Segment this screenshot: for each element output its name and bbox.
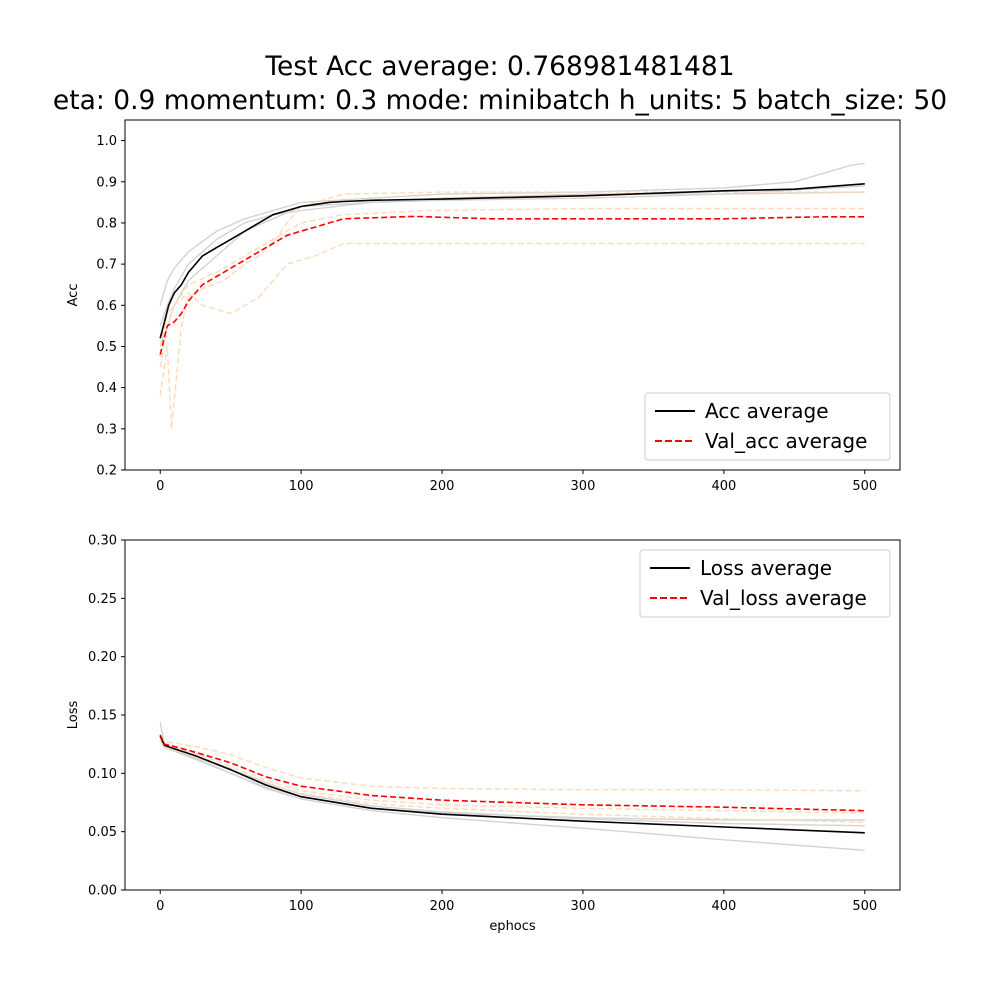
x-tick-label: 500 [852,479,877,494]
y-tick-label: 0.20 [88,650,117,665]
y-tick-label: 0.25 [88,592,117,607]
accuracy-panel: 0 100 200 300 400 500 0.2 0.3 0.4 0.5 0.6 0.7 0.8 0.9… [66,119,901,494]
legend-box [644,392,891,461]
run-line [159,721,865,851]
y-tick-label: 0.3 [96,422,117,437]
x-tick-label: 400 [711,899,736,914]
y-tick-label: 1.0 [96,134,117,149]
x-tick-label: 300 [571,899,596,914]
x-tick-label: 0 [156,899,164,914]
y-tick-label: 0.10 [88,767,117,782]
series-line-val-acc-average [159,215,865,355]
x-tick-label: 0 [156,479,164,494]
legend-label: Val_loss average [700,586,867,610]
x-tick-label: 400 [711,479,736,494]
x-tick-label: 300 [571,479,596,494]
series-group [159,162,865,430]
run-line [159,207,865,347]
y-axis-label: Acc [66,284,81,307]
y-axis-label: Loss [66,701,81,730]
x-axis-label: ephocs [489,919,536,934]
run-line [159,162,865,306]
legend-label: Val_acc average [705,429,867,453]
run-line [159,736,865,792]
y-tick-label: 0.00 [88,884,117,899]
loss-panel: 0 100 200 300 400 500 0.00 0.05 0.10 0.15 0.20 0.25… [66,534,901,934]
series-line-loss-average [159,735,865,834]
title-line-1: Test Acc average: 0.768981481481 [265,51,735,82]
series-group [159,721,865,851]
x-tick-label: 500 [852,899,877,914]
legend: Acc average Val_acc average [644,392,891,461]
y-tick-label: 0.6 [96,299,117,314]
x-tick-label: 200 [430,899,455,914]
y-tick-label: 0.9 [96,175,117,190]
series-line-acc-average [159,183,865,339]
legend-box [639,549,891,618]
run-line [159,740,865,821]
x-tick-label: 100 [289,899,314,914]
legend-label: Loss average [700,556,832,580]
y-tick-label: 0.30 [88,534,117,549]
legend: Loss average Val_loss average [639,549,891,618]
run-line [159,191,865,430]
y-tick-label: 0.15 [88,709,117,724]
x-tick-label: 200 [430,479,455,494]
y-tick-label: 0.8 [96,216,117,231]
y-tick-label: 0.5 [96,340,117,355]
run-line [159,739,865,823]
x-tick-label: 100 [289,479,314,494]
figure-title: Test Acc average: 0.768981481481 eta: 0.… [0,50,1000,118]
run-line [159,242,865,368]
y-tick-label: 0.7 [96,258,117,273]
y-tick-label: 0.05 [88,825,117,840]
series-line-val-loss-average [159,734,865,812]
y-tick-label: 0.4 [96,381,117,396]
y-tick-label: 0.2 [96,464,117,479]
title-line-2: eta: 0.9 momentum: 0.3 mode: minibatch h… [52,85,948,116]
legend-label: Acc average [705,399,829,423]
